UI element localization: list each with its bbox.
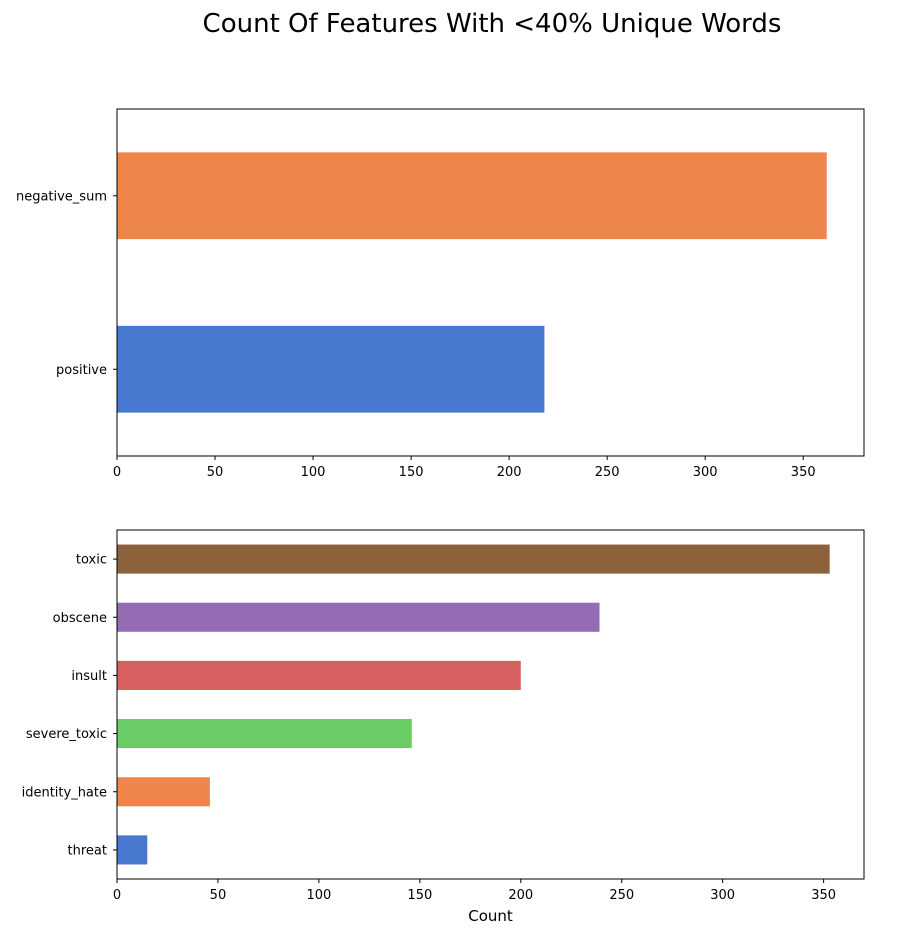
x-tick-label: 50 [210, 888, 227, 903]
x-tick-label: 100 [301, 465, 326, 480]
x-tick-label: 200 [497, 465, 522, 480]
bar-severe-toxic [117, 719, 412, 749]
x-tick-label: 100 [306, 888, 331, 903]
x-tick-label: 200 [508, 888, 533, 903]
y-tick-label: severe_toxic [26, 727, 107, 742]
bar-positive [117, 325, 545, 413]
x-tick-label: 250 [595, 465, 620, 480]
x-axis-label: Count [468, 907, 513, 925]
bar-toxic [117, 544, 830, 574]
x-tick-label: 0 [113, 465, 121, 480]
chart-overall-sentiment: positive negative_sum 0 50 100 150 200 250 300 35… [16, 108, 865, 480]
bar-threat [117, 835, 148, 865]
y-tick-label: positive [56, 363, 107, 378]
x-tick-label: 350 [791, 465, 816, 480]
x-tick-label: 150 [399, 465, 424, 480]
x-tick-label: 150 [407, 888, 432, 903]
bar-negative-sum [117, 152, 827, 240]
bar-obscene [117, 602, 600, 632]
x-tick-label: 300 [693, 465, 718, 480]
chart-toxicity-labels: threat identity_hate severe_toxic insult obs… [22, 529, 865, 925]
x-tick-label: 250 [609, 888, 634, 903]
figure-title: Count Of Features With <40% Unique Words [203, 9, 782, 39]
x-tick-label: 50 [207, 465, 224, 480]
x-tick-label: 0 [113, 888, 121, 903]
x-tick-label: 350 [811, 888, 836, 903]
y-tick-label: identity_hate [22, 785, 107, 800]
y-tick-label: insult [71, 669, 107, 684]
bar-insult [117, 660, 521, 690]
y-tick-label: threat [68, 843, 107, 858]
y-tick-label: obscene [53, 611, 107, 626]
axes-frame [116, 529, 865, 880]
x-tick-label: 300 [710, 888, 735, 903]
bar-identity-hate [117, 777, 210, 807]
axes-frame [116, 108, 865, 457]
y-tick-label: toxic [76, 553, 107, 568]
y-tick-label: negative_sum [16, 189, 107, 204]
